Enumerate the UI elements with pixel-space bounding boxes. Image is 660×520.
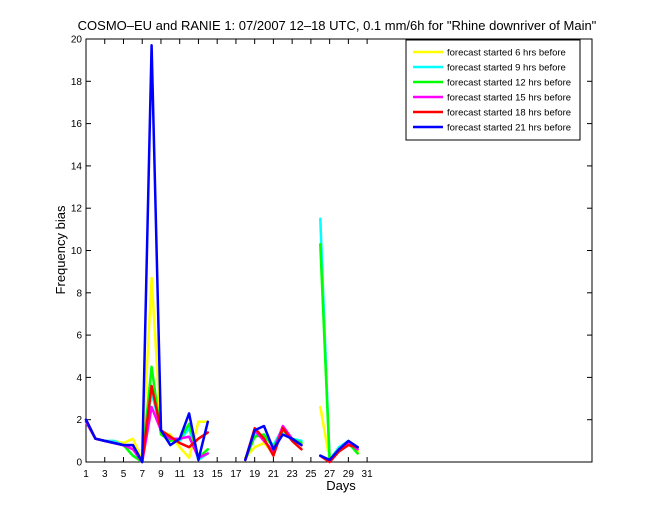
x-tick-label: 5 xyxy=(121,469,127,480)
y-tick-label: 2 xyxy=(76,415,82,426)
y-tick-label: 6 xyxy=(76,331,82,342)
axis-ticks: 1 3 5 7 9 11 13 15 17 19 21 23 25 27 29 310246810121416… xyxy=(71,35,592,480)
series-lines xyxy=(84,44,359,464)
x-tick-label: 23 xyxy=(287,469,299,480)
legend-entry-label: forecast started 6 hrs before xyxy=(447,48,566,59)
x-tick-label: 13 xyxy=(193,469,205,480)
series-line-6 xyxy=(84,44,359,464)
x-tick-label: 11 xyxy=(175,469,186,480)
x-tick-label: 3 xyxy=(102,469,108,480)
chart-title: COSMO–EU and RANIE 1: 07/2007 12–18 UTC,… xyxy=(78,18,597,33)
x-tick-label: 9 xyxy=(158,469,164,480)
legend-entry-label: forecast started 9 hrs before xyxy=(447,63,566,74)
y-tick-label: 12 xyxy=(71,204,83,215)
x-tick-label: 31 xyxy=(362,469,374,480)
legend-entry-label: forecast started 15 hrs before xyxy=(447,93,571,104)
y-tick-label: 10 xyxy=(71,246,83,257)
y-axis-label: Frequency bias xyxy=(53,205,68,294)
y-tick-label: 20 xyxy=(71,35,83,46)
x-tick-label: 1 xyxy=(83,469,89,480)
legend-box xyxy=(405,39,581,141)
y-tick-label: 14 xyxy=(71,161,83,172)
x-tick-label: 15 xyxy=(212,469,224,480)
x-tick-label: 25 xyxy=(305,469,317,480)
x-tick-label: 27 xyxy=(324,469,336,480)
y-tick-label: 18 xyxy=(71,77,83,88)
x-tick-label: 7 xyxy=(139,469,145,480)
y-tick-label: 0 xyxy=(76,458,82,469)
y-tick-label: 4 xyxy=(76,373,82,384)
x-tick-label: 21 xyxy=(268,469,280,480)
legend-entry-label: forecast started 12 hrs before xyxy=(447,78,571,89)
x-tick-label: 29 xyxy=(343,469,355,480)
y-tick-label: 16 xyxy=(71,119,83,130)
legend: forecast started 6 hrs before forecast st… xyxy=(405,39,581,141)
x-axis-label: Days xyxy=(326,478,356,493)
x-tick-label: 19 xyxy=(249,469,261,480)
x-tick-label: 17 xyxy=(230,469,242,480)
legend-entry-label: forecast started 18 hrs before xyxy=(447,108,571,119)
y-tick-label: 8 xyxy=(76,288,82,299)
legend-entry-label: forecast started 21 hrs before xyxy=(447,123,571,134)
